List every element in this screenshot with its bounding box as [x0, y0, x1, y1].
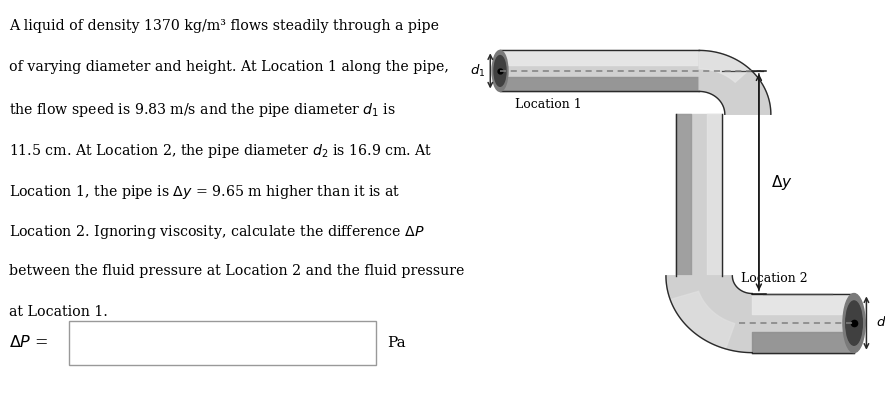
Text: the flow speed is 9.83 m/s and the pipe diameter $d_1$ is: the flow speed is 9.83 m/s and the pipe …: [9, 101, 396, 119]
Text: $d_1$: $d_1$: [470, 63, 486, 79]
Text: Location 1, the pipe is $\Delta y$ = 9.65 m higher than it is at: Location 1, the pipe is $\Delta y$ = 9.6…: [9, 183, 400, 201]
Text: $d_2$: $d_2$: [875, 315, 885, 331]
Text: Location 2. Ignoring viscosity, calculate the difference $\Delta P$: Location 2. Ignoring viscosity, calculat…: [9, 223, 425, 242]
Ellipse shape: [494, 56, 506, 86]
Text: Location 1: Location 1: [515, 98, 582, 112]
FancyBboxPatch shape: [69, 321, 376, 364]
Text: Location 2: Location 2: [741, 272, 808, 285]
Text: at Location 1.: at Location 1.: [9, 305, 108, 319]
Polygon shape: [670, 291, 735, 349]
Ellipse shape: [846, 301, 862, 345]
Text: Pa: Pa: [388, 336, 406, 349]
Text: of varying diameter and height. At Location 1 along the pipe,: of varying diameter and height. At Locat…: [9, 60, 449, 74]
Text: $\Delta P$ =: $\Delta P$ =: [9, 334, 49, 351]
Polygon shape: [699, 50, 771, 114]
Text: $\Delta y$: $\Delta y$: [772, 173, 793, 192]
Text: 11.5 cm. At Location 2, the pipe diameter $d_2$ is 16.9 cm. At: 11.5 cm. At Location 2, the pipe diamete…: [9, 142, 432, 160]
Polygon shape: [699, 50, 750, 82]
Polygon shape: [666, 276, 752, 353]
Text: A liquid of density 1370 kg/m³ flows steadily through a pipe: A liquid of density 1370 kg/m³ flows ste…: [9, 19, 439, 33]
Ellipse shape: [843, 294, 866, 353]
Text: between the fluid pressure at Location 2 and the fluid pressure: between the fluid pressure at Location 2…: [9, 264, 465, 278]
Ellipse shape: [492, 50, 508, 91]
